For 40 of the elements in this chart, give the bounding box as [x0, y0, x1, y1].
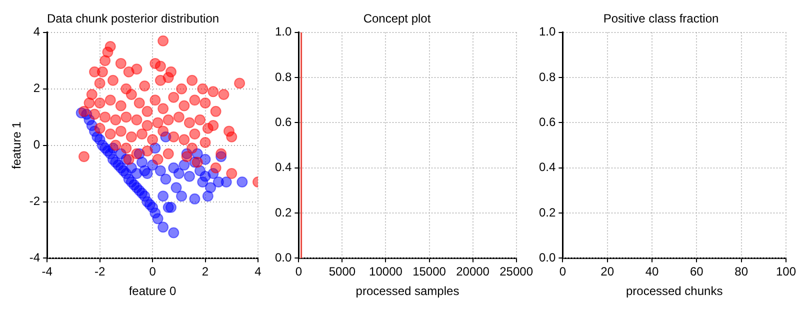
y-tick-label: 0.4 [538, 160, 556, 174]
x-tick-label: -2 [94, 264, 106, 279]
x-axis-title: feature 0 [128, 284, 177, 298]
y-tick-label: 4 [33, 24, 40, 39]
x-tick-label: 25000 [500, 264, 534, 279]
x-tick-label: 2 [202, 264, 209, 279]
y-tick-label: 0.0 [274, 250, 292, 265]
chart-title: Data chunk posterior distribution [46, 12, 220, 26]
y-tick-label: 0.4 [274, 160, 292, 174]
x-tick-label: 4 [254, 264, 262, 279]
chart-title: Concept plot [363, 12, 432, 26]
x-tick-label: 100 [776, 264, 796, 279]
y-tick-label: 1.0 [274, 24, 292, 39]
chart-title: Positive class fraction [603, 12, 719, 26]
x-tick-label: 10000 [369, 264, 403, 279]
x-tick-label: 0 [149, 264, 156, 279]
y-tick-label: 0 [33, 138, 40, 152]
y-tick-label: 2 [33, 81, 40, 96]
x-tick-label: 40 [645, 264, 660, 279]
x-axis-title: processed chunks [626, 284, 723, 298]
y-tick-label: 1.0 [538, 24, 556, 39]
y-tick-label: 0.2 [538, 205, 556, 220]
y-tick-label: 0.8 [538, 70, 556, 84]
y-tick-label: 0.2 [274, 205, 292, 220]
x-tick-label: 15000 [412, 264, 446, 279]
x-tick-label: 20000 [456, 264, 490, 279]
x-tick-label: 60 [690, 264, 704, 279]
x-tick-label: 5000 [328, 264, 356, 279]
y-tick-label: 0.0 [538, 250, 556, 265]
x-tick-label: 0 [295, 264, 302, 279]
x-tick-label: 80 [734, 264, 748, 279]
x-axis-title: processed samples [356, 284, 460, 298]
y-tick-label: -4 [29, 250, 40, 265]
y-tick-label: 0.6 [274, 115, 292, 130]
x-tick-label: 20 [600, 264, 614, 279]
y-tick-label: -2 [29, 194, 40, 208]
y-tick-label: 0.6 [538, 115, 556, 130]
x-tick-label: 0 [559, 264, 566, 279]
y-tick-label: 0.8 [274, 70, 292, 84]
y-axis-title: feature 1 [10, 121, 24, 169]
